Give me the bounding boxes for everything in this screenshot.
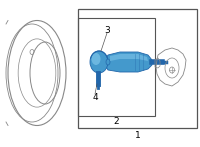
Polygon shape	[110, 54, 148, 61]
Polygon shape	[105, 52, 152, 72]
Ellipse shape	[90, 51, 108, 73]
Text: 3: 3	[104, 25, 110, 35]
Ellipse shape	[92, 53, 101, 65]
Text: 1: 1	[135, 132, 140, 141]
Bar	[78, 9, 197, 128]
Text: 4: 4	[92, 93, 98, 102]
Ellipse shape	[106, 59, 110, 65]
Bar	[78, 18, 155, 116]
Text: 2: 2	[114, 117, 119, 126]
